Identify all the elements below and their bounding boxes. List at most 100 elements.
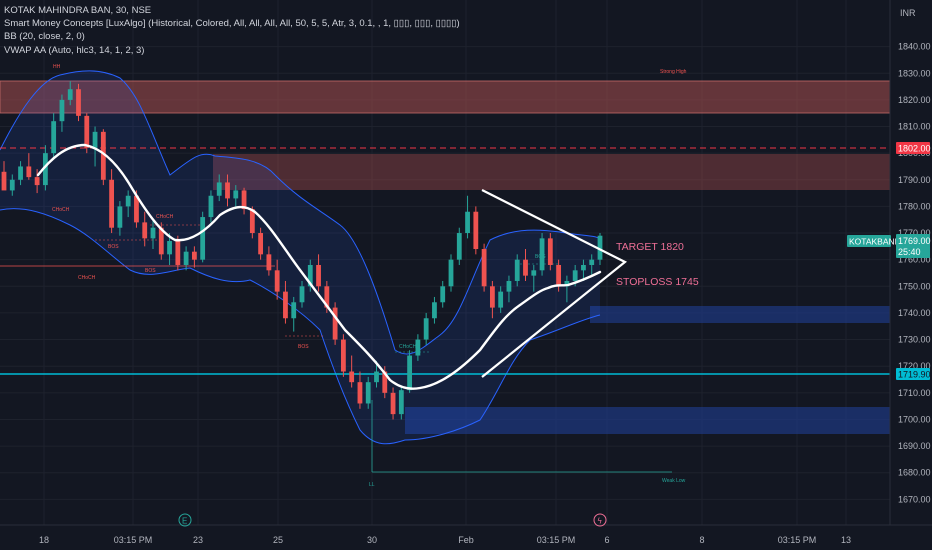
ll-label: LL — [369, 482, 375, 488]
smc-labels: HH Strong High CHoCH CHoCH CHoCH BOS BOS… — [52, 64, 699, 488]
time-tick-label: 13 — [841, 535, 851, 545]
candle-body — [34, 177, 40, 186]
candle-body — [100, 131, 106, 180]
price-tag-cyan-bg — [896, 368, 930, 380]
price-tick-label: 1830.00 — [898, 68, 931, 78]
price-tick-label: 1680.00 — [898, 468, 931, 478]
price-tag-red-text: 1802.00 — [898, 144, 931, 154]
price-tick-label: 1770.00 — [898, 228, 931, 238]
candle-body — [117, 206, 123, 228]
price-tick-label: 1690.00 — [898, 441, 931, 451]
choch-label-2: CHoCH — [78, 275, 96, 281]
time-tick-label: 8 — [699, 535, 704, 545]
price-axis[interactable]: INR 1840.001830.001820.001810.001800.001… — [847, 0, 932, 525]
legend-smc[interactable]: Smart Money Concepts [LuxAlgo] (Historic… — [4, 18, 460, 30]
flash-icon: ϟ — [597, 517, 602, 526]
candle-body — [274, 270, 280, 292]
bos-label-3: BOS — [298, 344, 309, 350]
candle-body — [134, 195, 139, 223]
target-annotation: TARGET 1820 — [616, 241, 684, 253]
candle-body — [349, 371, 355, 383]
candle-body — [216, 182, 222, 196]
candle-body — [523, 259, 528, 276]
price-tick-label: 1760.00 — [898, 255, 931, 265]
candle-body — [266, 254, 272, 271]
price-tick-label: 1750.00 — [898, 281, 931, 291]
indicator-legend[interactable]: KOTAK MAHINDRA BAN, 30, NSE Smart Money … — [4, 4, 460, 57]
candle-body — [374, 371, 379, 383]
candle-body — [258, 233, 264, 255]
choch-label-4: CHoCH — [399, 344, 417, 350]
candle-body — [357, 382, 363, 404]
earnings-marker[interactable]: E — [178, 513, 192, 527]
time-axis[interactable]: 18 03:15 PM 23 25 30 Feb 03:15 PM 6 8 03:15 PM 13 … — [0, 513, 932, 550]
candle-body — [481, 249, 487, 287]
candle-body — [249, 209, 255, 234]
candle-body — [150, 227, 156, 239]
price-tick-label: 1720.00 — [898, 361, 931, 371]
candle-body — [109, 179, 115, 228]
choch-label-3: CHoCH — [156, 214, 174, 220]
price-tick-label: 1790.00 — [898, 175, 931, 185]
candle-body — [307, 264, 313, 287]
strong-high-label: Strong High — [660, 69, 687, 75]
price-tick-label: 1810.00 — [898, 122, 931, 132]
last-price-tag-bg — [896, 234, 930, 258]
time-tick-label: 03:15 PM — [778, 535, 817, 545]
candle-body — [432, 302, 437, 319]
price-tag-cyan: 1719.90 — [896, 368, 931, 380]
triangle-shape[interactable] — [481, 189, 628, 378]
time-tick-label: 23 — [193, 535, 203, 545]
vwap-line — [36, 143, 602, 390]
legend-symbol[interactable]: KOTAK MAHINDRA BAN, 30, NSE — [4, 5, 152, 16]
candle-body — [18, 166, 23, 180]
earnings-circle — [178, 513, 192, 527]
candle-body — [26, 166, 32, 178]
price-tick-label: 1740.00 — [898, 308, 931, 318]
candle-body — [1, 171, 7, 191]
dividend-marker[interactable]: ϟ — [593, 513, 607, 527]
symbol-tag-bg — [847, 235, 891, 247]
candle-body — [547, 238, 553, 265]
stoploss-annotation: STOPLOSS 1745 — [616, 276, 699, 288]
candle-body — [465, 211, 470, 234]
candle-body — [456, 233, 462, 260]
price-tag-red: 1802.00 — [896, 142, 931, 154]
candle-body — [142, 222, 148, 239]
candle-body — [200, 217, 206, 260]
time-ticks: 18 03:15 PM 23 25 30 Feb 03:15 PM 6 8 03:15 PM 13 — [39, 535, 851, 545]
legend-bb[interactable]: BB (20, close, 2, 0) — [4, 31, 85, 43]
legend-vwap[interactable]: VWAP AA (Auto, hlc3, 14, 1, 2, 3) — [4, 44, 145, 56]
candle-body — [473, 211, 479, 250]
triangle-drawing[interactable] — [481, 189, 628, 378]
candle-body — [365, 382, 371, 404]
earnings-icon: E — [182, 517, 187, 526]
price-tick-label: 1780.00 — [898, 201, 931, 211]
candle-body — [390, 392, 396, 415]
candle-body — [531, 270, 537, 276]
candle-body — [9, 179, 15, 191]
candle-body — [581, 264, 586, 271]
candle-body — [539, 238, 545, 271]
candle-body — [340, 339, 346, 372]
candle-body — [51, 121, 57, 154]
candle-body — [208, 195, 214, 218]
price-tick-label: 1670.00 — [898, 494, 931, 504]
candle-body — [448, 259, 454, 287]
price-tick-label: 1840.00 — [898, 42, 931, 52]
candle-body — [514, 259, 520, 281]
candle-body — [556, 264, 562, 287]
demand-zone-upper — [590, 306, 890, 323]
time-tick-label: 03:15 PM — [114, 535, 153, 545]
candle-body — [183, 251, 189, 265]
candle-body — [84, 115, 90, 148]
price-tick-label: 1710.00 — [898, 388, 931, 398]
price-tick-label: 1730.00 — [898, 335, 931, 345]
candle-body — [423, 318, 429, 340]
time-tick-label: 25 — [273, 535, 283, 545]
time-tick-label: 18 — [39, 535, 49, 545]
candle-body — [283, 291, 288, 319]
candle-body — [506, 280, 512, 292]
